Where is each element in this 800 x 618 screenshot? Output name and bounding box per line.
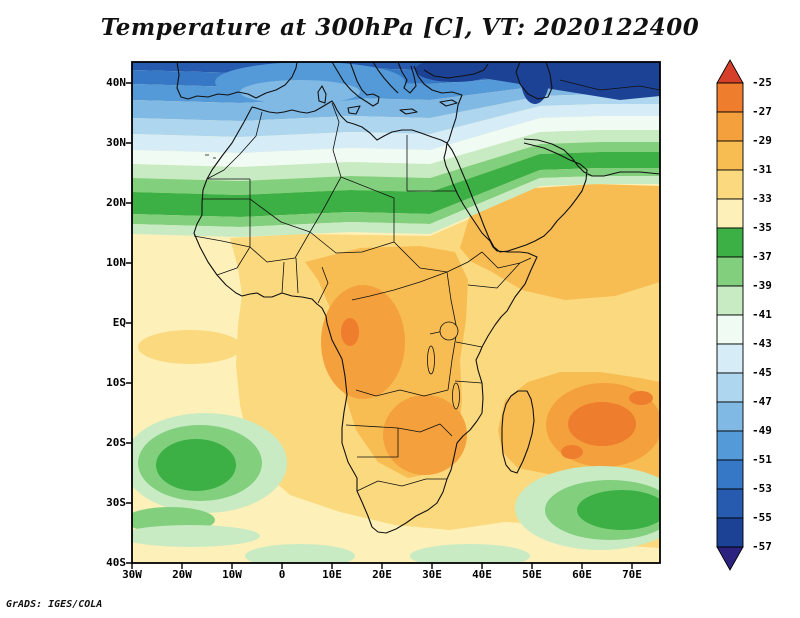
congo-warm-blob <box>321 285 405 399</box>
lon-tick-label: 30W <box>122 568 142 581</box>
lat-tick-label: 10S <box>106 376 126 389</box>
colorbar-arrow-bottom <box>716 546 744 571</box>
lat-tick-label: 30N <box>106 136 126 149</box>
colorbar-tick-label: -31 <box>752 163 772 176</box>
temperature-field-layer <box>132 62 660 563</box>
colorbar-box <box>716 401 744 432</box>
lon-tick-label: 50E <box>522 568 542 581</box>
colorbar-tick-label: -49 <box>752 424 772 437</box>
colorbar-tick-label: -41 <box>752 308 772 321</box>
lon-tick-label: 20E <box>372 568 392 581</box>
lon-tick-label: 0 <box>278 568 286 581</box>
colorbar-box <box>716 372 744 403</box>
warm-spot-2 <box>629 391 653 405</box>
colorbar-box <box>716 285 744 316</box>
lat-tick-label: 20N <box>106 196 126 209</box>
colorbar-box <box>716 459 744 490</box>
lon-tick-label: 70E <box>622 568 642 581</box>
colorbar-tick-label: -25 <box>752 76 772 89</box>
southwest-green-strip <box>132 525 260 547</box>
colorbar-tick-label: -37 <box>752 250 772 263</box>
southern-africa-warm-blob <box>383 395 467 475</box>
lat-tick-label: EQ <box>112 316 126 329</box>
colorbar <box>716 59 744 571</box>
congo-warm-core <box>341 318 359 346</box>
colorbar-box <box>716 111 744 142</box>
colorbar-tick-label: -27 <box>752 105 772 118</box>
lake-tanganyika <box>427 345 435 375</box>
colorbar-tick-label: -47 <box>752 395 772 408</box>
colorbar-tick-label: -51 <box>752 453 772 466</box>
plot-title: Temperature at 300hPa [C], VT: 202012240… <box>100 14 700 41</box>
colorbar-box <box>716 256 744 287</box>
cold-core-blacksea <box>415 62 495 82</box>
warm-core-arabia <box>460 184 660 300</box>
colorbar-arrow-top <box>716 59 744 84</box>
lon-tick-label: 60E <box>572 568 592 581</box>
colorbar-box <box>716 430 744 461</box>
lon-tick-label: 10E <box>322 568 342 581</box>
geography-layer <box>176 62 660 534</box>
lat-tick-label: 40N <box>106 76 126 89</box>
lat-axis-ticks <box>126 82 132 564</box>
lakes <box>427 321 460 410</box>
lat-tick-label: 40S <box>106 556 126 569</box>
colorbar-tick-label: -55 <box>752 511 772 524</box>
country-borders <box>193 79 660 492</box>
lat-tick-label: 10N <box>106 256 126 269</box>
lon-tick-label: 20W <box>172 568 192 581</box>
colorbar-tick-label: -29 <box>752 134 772 147</box>
lat-tick-label: 20S <box>106 436 126 449</box>
colorbar-box <box>716 140 744 171</box>
colorbar-box <box>716 169 744 200</box>
colorbar-box <box>716 198 744 229</box>
south-green-patch-2 <box>410 544 530 563</box>
colorbar-tick-label: -45 <box>752 366 772 379</box>
south-green-patch-1 <box>245 544 355 563</box>
colorbar-tick-label: -33 <box>752 192 772 205</box>
lat-tick-label: 30S <box>106 496 126 509</box>
lake-victoria <box>439 321 459 341</box>
warm-spot-1 <box>561 445 583 459</box>
cold-core-caspian <box>521 62 549 104</box>
colorbar-tick-label: -43 <box>752 337 772 350</box>
lon-tick-label: 10W <box>222 568 242 581</box>
lake-malawi <box>452 382 460 410</box>
colorbar-tick-label: -53 <box>752 482 772 495</box>
colorbar-box <box>716 227 744 258</box>
madagascar-east-warm-core <box>568 402 636 446</box>
colorbar-box <box>716 314 744 345</box>
lon-tick-label: 40E <box>472 568 492 581</box>
colorbar-box <box>716 343 744 374</box>
plot-frame <box>131 61 661 564</box>
colorbar-box <box>716 488 744 519</box>
southwest-green-core <box>156 439 236 491</box>
colorbar-box <box>716 517 744 548</box>
colorbar-box <box>716 82 744 113</box>
lon-axis-ticks <box>131 563 633 569</box>
lon-tick-label: 30E <box>422 568 442 581</box>
southeast-green-core <box>577 490 660 530</box>
grads-credit: GrADS: IGES/COLA <box>6 599 103 610</box>
colorbar-tick-label: -57 <box>752 540 772 553</box>
sahel-green-band <box>132 152 660 217</box>
milder-patch-alboran <box>240 80 360 104</box>
colorbar-tick-label: -35 <box>752 221 772 234</box>
atlantic-amber-streak <box>138 330 242 364</box>
colorbar-tick-label: -39 <box>752 279 772 292</box>
